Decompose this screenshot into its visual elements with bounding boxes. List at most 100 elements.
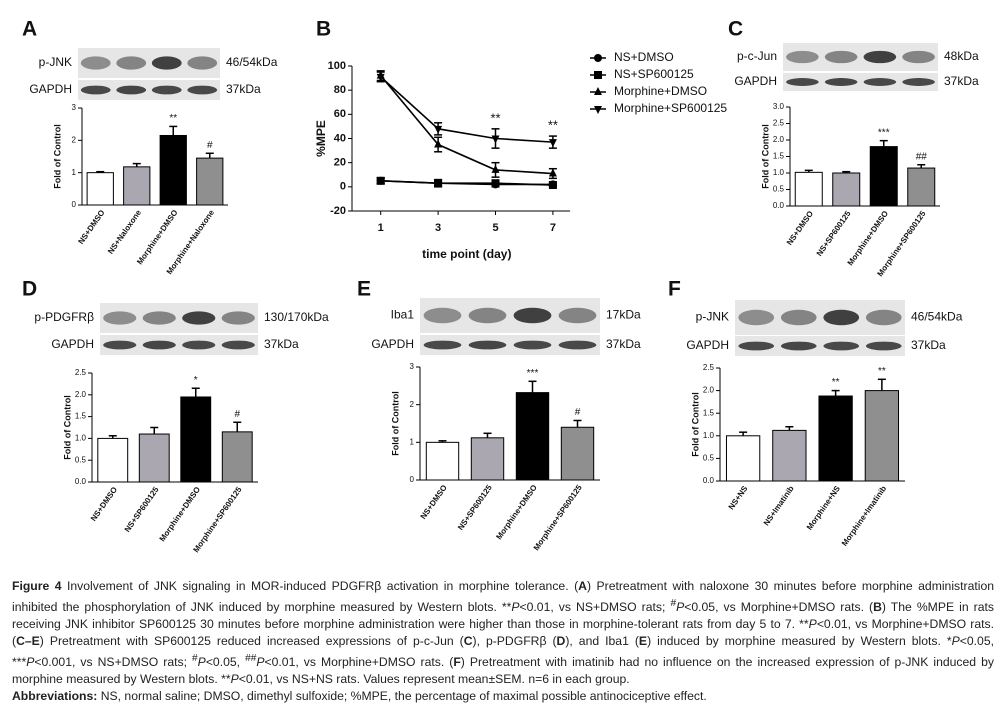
caption-run: <0.01, vs NS+DMSO rats; — [519, 600, 671, 615]
caption-run: ) The %MPE in rats receiving JNK inhibit… — [12, 600, 994, 632]
bar — [159, 134, 187, 206]
blot-strip — [420, 335, 600, 355]
blot-label: GAPDH — [371, 337, 414, 351]
x-tick-label: NS+Imatinib — [762, 484, 796, 527]
caption-run: D — [556, 634, 566, 649]
x-tick-label: Morphine+Imatinib — [840, 484, 888, 548]
bar — [180, 396, 212, 483]
x-tick-label: Morphine+SP600125 — [191, 485, 243, 555]
caption-run: Figure 4 — [12, 579, 62, 593]
significance-mark: *** — [878, 127, 890, 138]
x-tick-label: NS+DMSO — [76, 208, 106, 246]
caption-run: <0.001, vs NS+DMSO rats; — [34, 655, 193, 670]
y-tick-label: 2.5 — [773, 119, 785, 128]
blot-band — [80, 85, 111, 95]
y-tick-label: 3 — [72, 103, 77, 112]
caption-run: ), p-PDGFRβ ( — [472, 634, 557, 649]
caption-run: P — [197, 655, 206, 670]
bar — [794, 171, 823, 207]
caption-run: # — [192, 653, 198, 665]
y-tick-label: 40 — [334, 132, 346, 144]
caption-run: P — [230, 672, 239, 687]
caption-run: # — [670, 598, 677, 609]
y-tick-label: 3.0 — [773, 102, 785, 111]
y-tick-label: 3 — [410, 362, 415, 371]
significance-mark: # — [207, 140, 213, 151]
y-tick-label: 100 — [328, 60, 346, 72]
blot-band — [902, 50, 935, 64]
blot-label: p-c-Jun — [737, 49, 777, 63]
bar — [425, 441, 460, 481]
x-tick-label: 1 — [378, 222, 384, 234]
point — [434, 125, 443, 134]
blot-label: p-JNK — [696, 310, 729, 324]
blot-label: p-PDGFRβ — [34, 310, 94, 324]
caption-run: P — [808, 617, 817, 632]
blot-band — [823, 341, 860, 351]
legend-label: Morphine+DMSO — [614, 84, 707, 98]
blot-band — [863, 50, 897, 64]
series-line — [380, 75, 553, 175]
blot-band — [182, 340, 216, 350]
panel-letter: A — [22, 18, 37, 41]
x-tick-label: NS+Naloxone — [106, 208, 143, 256]
blot-band — [513, 340, 552, 350]
series-line — [380, 179, 553, 186]
legend-marker — [594, 71, 602, 79]
blot-band — [142, 340, 176, 350]
blot-band — [865, 341, 902, 351]
blot-band — [103, 311, 137, 325]
caption-run: ) Pretreatment with SP600125 reduced inc… — [39, 634, 464, 649]
caption-run: <0.01, vs Morphine+DMSO rats. ( — [264, 655, 454, 670]
significance-mark: ** — [878, 366, 886, 377]
x-tick-label: NS+SP600125 — [456, 483, 494, 532]
blot-strip — [783, 73, 938, 91]
y-tick-label: 20 — [334, 157, 346, 169]
caption-run: ) Pretreatment with naloxone 30 minutes … — [12, 579, 995, 615]
x-tick-label: NS+SP600125 — [815, 209, 853, 258]
y-tick-label: 2.0 — [703, 386, 715, 395]
x-tick-label: Morphine+DMSO — [846, 209, 890, 267]
caption-run: NS, normal saline; DMSO, dimethyl sulfox… — [97, 689, 707, 704]
caption-run: A — [578, 579, 587, 593]
point — [548, 181, 557, 190]
blot-strip — [78, 80, 220, 100]
y-tick-label: 0.0 — [703, 476, 715, 485]
significance-mark: *** — [527, 368, 539, 379]
blot-size: 17kDa — [606, 308, 641, 322]
blot-label: GAPDH — [686, 338, 729, 352]
y-tick-label: 1.5 — [75, 412, 87, 421]
blot-band — [824, 78, 858, 86]
point — [376, 176, 385, 185]
blot-strip — [735, 336, 905, 356]
blot-band — [182, 311, 216, 325]
bar — [772, 429, 807, 482]
panel-letter: E — [357, 278, 371, 301]
bar — [907, 167, 936, 207]
panel-letter: C — [728, 18, 743, 41]
caption-run: Abbreviations: — [12, 689, 98, 704]
blot-band — [116, 56, 147, 70]
bar — [818, 395, 853, 482]
y-tick-label: 2 — [410, 400, 415, 409]
caption-run: ), and Iba1 ( — [565, 634, 639, 649]
caption-run: P — [256, 655, 265, 670]
significance-mark: # — [234, 409, 240, 420]
x-tick-label: 7 — [550, 222, 556, 234]
bar — [138, 433, 170, 483]
blot-size: 37kDa — [944, 74, 979, 88]
blot-label: GAPDH — [29, 82, 72, 96]
blot-band — [823, 309, 860, 326]
abbreviations: Abbreviations: NS, normal saline; DMSO, … — [12, 688, 994, 705]
significance-mark: ** — [832, 377, 840, 388]
caption-run: ## — [245, 653, 257, 665]
blot-band — [151, 56, 182, 70]
caption-run: P — [26, 655, 35, 670]
y-tick-label: 2 — [72, 135, 77, 144]
blot-band — [786, 78, 819, 86]
point — [548, 168, 557, 177]
blot-strip — [100, 335, 258, 355]
bar — [97, 437, 129, 483]
y-tick-label: 2.0 — [75, 390, 87, 399]
blot-band — [221, 311, 255, 325]
